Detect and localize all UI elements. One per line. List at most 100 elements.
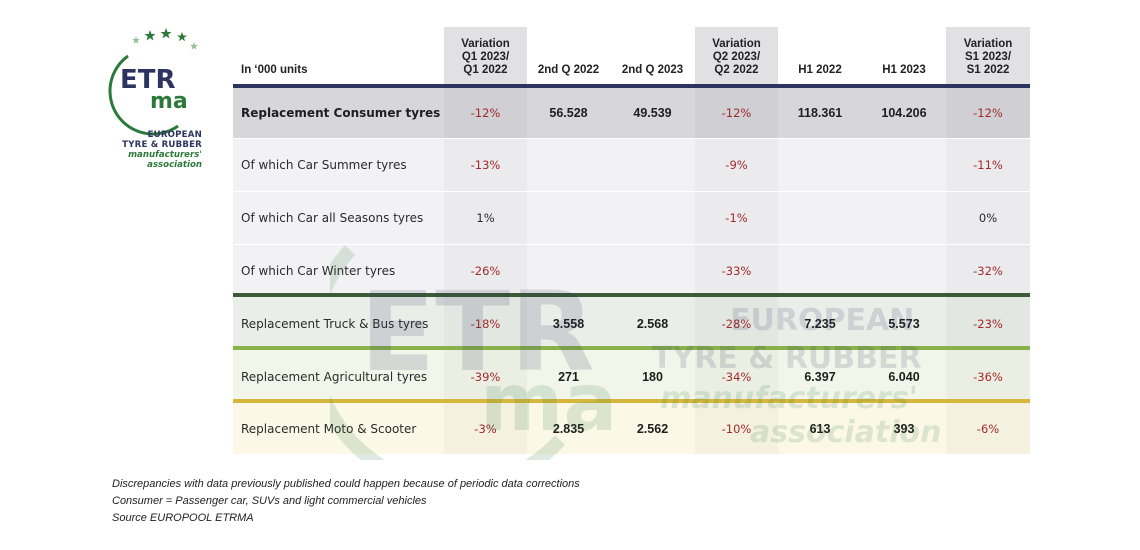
column-header: In ‘000 units	[233, 27, 444, 84]
variation-cell: -32%	[973, 263, 1003, 278]
row-label: Replacement Agricultural tyres	[241, 369, 428, 384]
value-cell	[610, 244, 695, 297]
value-cell: 2.568	[636, 316, 669, 331]
value-cell	[862, 138, 946, 191]
column-header: Variation Q1 2023/ Q1 2022	[444, 27, 527, 84]
group-divider	[233, 399, 1030, 403]
column-header: Variation Q2 2023/ Q2 2022	[695, 27, 778, 84]
variation-cell: -11%	[973, 157, 1003, 172]
value-cell: 271	[558, 369, 579, 384]
variation-cell: -1%	[725, 210, 748, 225]
value-cell: 613	[809, 421, 831, 436]
variation-cell: 1%	[476, 210, 495, 225]
logo-mark: ETR	[120, 65, 176, 95]
column-header-label: Variation Q2 2023/ Q2 2022	[712, 38, 761, 76]
variation-cell: -6%	[976, 421, 1000, 436]
value-cell	[778, 191, 862, 244]
value-cell	[610, 138, 695, 191]
table-row: Replacement Truck & Bus tyres -18% 3.558 2.…	[233, 297, 1030, 350]
logo-arc-icon	[108, 54, 179, 136]
value-cell: 49.539	[633, 106, 672, 120]
logo-line-1: EUROPEAN	[147, 130, 202, 140]
value-cell	[610, 191, 695, 244]
value-cell: 6.040	[888, 369, 920, 384]
row-label: Of which Car Winter tyres	[241, 263, 396, 278]
column-header-label: H1 2022	[798, 64, 842, 76]
variation-cell: -28%	[721, 316, 752, 331]
table-row: Replacement Agricultural tyres -39% 271 180…	[233, 350, 1030, 403]
variation-cell: 0%	[978, 210, 998, 225]
value-cell	[527, 244, 610, 297]
logo-line-4: association	[147, 160, 202, 170]
value-cell: 5.573	[888, 316, 920, 331]
value-cell	[862, 244, 946, 297]
variation-cell: -10%	[721, 421, 752, 436]
row-background	[233, 244, 1030, 297]
column-header: Variation S1 2023/ S1 2022	[946, 27, 1030, 84]
table-row: Of which Car Winter tyres -26% -33% -32%	[233, 244, 1030, 297]
group-divider	[233, 84, 1030, 88]
variation-cell: -12%	[973, 106, 1003, 120]
footnote-1: Discrepancies with data previously publi…	[112, 478, 580, 490]
variation-cell: -39%	[470, 369, 501, 384]
column-header: 2nd Q 2023	[610, 27, 695, 84]
stars-icon	[132, 28, 198, 50]
column-header-label: Variation Q1 2023/ Q1 2022	[461, 38, 510, 76]
etrma-logo: ETR ma	[108, 28, 198, 136]
row-label: Replacement Consumer tyres	[241, 106, 441, 120]
column-header-label: 2nd Q 2023	[621, 64, 684, 76]
row-separator	[233, 191, 1030, 192]
variation-cell: -3%	[474, 421, 497, 436]
column-header: H1 2022	[778, 27, 862, 84]
row-background	[233, 88, 1030, 138]
table-row: Of which Car Summer tyres -13% -9% -11%	[233, 138, 1030, 191]
logo-wordmark: EUROPEAN TYRE & RUBBER manufacturers' as…	[112, 130, 202, 170]
table-row: Replacement Consumer tyres -12% 56.528 49.5…	[233, 88, 1030, 138]
value-cell: 104.206	[881, 106, 927, 120]
variation-cell: -26%	[470, 263, 501, 278]
value-cell: 6.397	[804, 369, 836, 384]
value-cell: 7.235	[804, 316, 836, 331]
variation-cell: -36%	[973, 369, 1003, 384]
row-separator	[233, 244, 1030, 245]
group-divider	[233, 346, 1030, 350]
variation-cell: -33%	[721, 263, 752, 278]
value-cell: 2.562	[636, 421, 669, 436]
row-background	[233, 191, 1030, 244]
row-background	[233, 138, 1030, 191]
variation-cell: -12%	[721, 106, 752, 120]
column-header-label: 2nd Q 2022	[537, 64, 600, 76]
value-cell: 180	[642, 369, 663, 384]
row-background	[233, 350, 1030, 403]
variation-cell: -13%	[470, 157, 501, 172]
value-cell: 393	[893, 421, 915, 436]
column-header: H1 2023	[862, 27, 946, 84]
footnote-2: Consumer = Passenger car, SUVs and light…	[112, 495, 427, 507]
variation-cell: -12%	[470, 106, 501, 120]
variation-cell: -18%	[470, 316, 501, 331]
value-cell: 3.558	[552, 316, 585, 331]
row-label: Of which Car all Seasons tyres	[241, 210, 424, 225]
logo-sub-mark: ma	[150, 89, 188, 114]
value-cell: 118.361	[797, 106, 843, 120]
row-label: Replacement Truck & Bus tyres	[241, 316, 429, 331]
column-header-label: H1 2023	[882, 64, 926, 76]
row-label: Replacement Moto & Scooter	[241, 421, 417, 436]
table-row: Replacement Moto & Scooter -3% 2.835 2.562 -…	[233, 403, 1030, 454]
row-label: Of which Car Summer tyres	[241, 157, 407, 172]
column-header-label: Variation S1 2023/ S1 2022	[963, 38, 1013, 76]
value-cell	[527, 138, 610, 191]
value-cell	[862, 191, 946, 244]
table-row: Of which Car all Seasons tyres 1% -1% 0%	[233, 191, 1030, 244]
value-cell: 56.528	[549, 106, 588, 120]
variation-cell: -34%	[721, 369, 752, 384]
footnote-3: Source EUROPOOL ETRMA	[112, 512, 254, 524]
logo-line-3: manufacturers'	[128, 150, 202, 160]
column-header: 2nd Q 2022	[527, 27, 610, 84]
value-cell	[527, 191, 610, 244]
data-table: In ‘000 units Variation Q1 2023/ Q1 2022 2…	[233, 27, 1030, 454]
row-separator	[233, 138, 1030, 139]
variation-cell: -9%	[725, 157, 748, 172]
row-background	[233, 297, 1030, 350]
footnotes: Discrepancies with data previously publi…	[112, 476, 580, 527]
